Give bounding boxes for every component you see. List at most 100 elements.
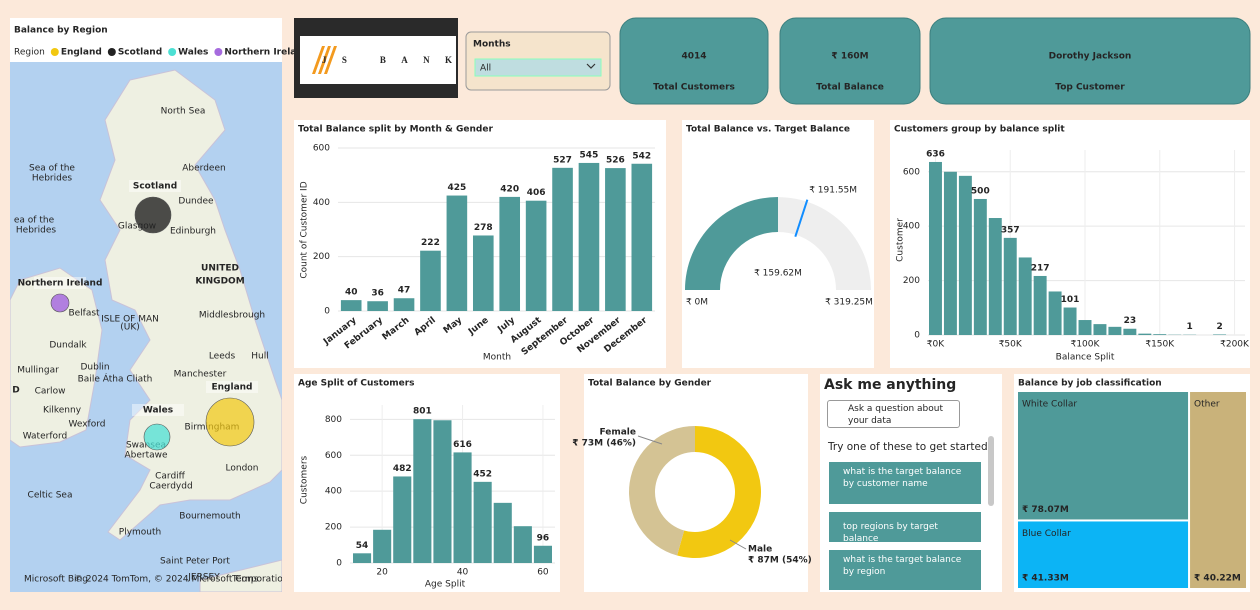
slicer-dropdown[interactable] xyxy=(474,58,602,77)
bar xyxy=(493,502,512,563)
x-tick-label: ₹100K xyxy=(1071,340,1101,350)
map-label: Middlesbrough xyxy=(199,311,265,321)
bar xyxy=(533,545,552,563)
donut-category: Male xyxy=(748,545,772,555)
map-label: ea of the xyxy=(14,216,55,226)
map-label: Swansea xyxy=(126,441,166,451)
qa-suggestion[interactable]: top regions by target balance xyxy=(829,512,981,544)
data-label: 357 xyxy=(1001,225,1020,235)
region-bubble xyxy=(205,397,255,447)
map-label: Plymouth xyxy=(119,528,161,538)
bar xyxy=(1153,334,1167,335)
bar xyxy=(373,529,392,563)
qa-suggestion[interactable]: what is the target balance by region xyxy=(829,550,981,590)
y-tick-label: 600 xyxy=(903,167,920,177)
data-label: 801 xyxy=(413,407,432,417)
qa-scrollbar xyxy=(988,436,994,506)
logo-stripe xyxy=(318,46,331,74)
bar xyxy=(605,168,626,311)
y-tick-label: 200 xyxy=(325,523,342,533)
x-tick-label: ₹50K xyxy=(999,340,1023,350)
y-axis-label: Count of Customer ID xyxy=(300,181,310,278)
bar xyxy=(499,196,521,311)
region-label-bg xyxy=(34,277,86,289)
legend-dot xyxy=(107,48,116,56)
bar xyxy=(1078,320,1092,335)
panel-title: Customers group by balance split xyxy=(894,125,1065,135)
map-label: Hebrides xyxy=(32,174,72,184)
bar xyxy=(552,167,573,311)
logo-stripe xyxy=(324,46,337,74)
qa-suggestion[interactable]: what is the target balance by customer n… xyxy=(829,462,981,504)
map-label: Cardiff xyxy=(155,472,186,482)
data-label: 425 xyxy=(447,183,466,193)
donut-slice xyxy=(677,426,761,558)
data-label: 47 xyxy=(398,286,411,296)
slicer-chevron xyxy=(586,63,596,69)
map-label: Edinburgh xyxy=(170,227,216,237)
card-label: Total Balance xyxy=(816,83,884,93)
legend-dot xyxy=(168,48,177,56)
card xyxy=(929,17,1251,105)
card-value: Dorothy Jackson xyxy=(1049,52,1132,62)
qa-prompt: Try one of these to get started xyxy=(828,441,988,453)
treemap-value: ₹ 78.07M xyxy=(1022,505,1069,515)
bar xyxy=(1063,307,1077,335)
donut-value-label: ₹ 87M (54%) xyxy=(748,556,812,566)
gauge-target xyxy=(794,199,809,238)
panel-title: Balance by job classification xyxy=(1018,379,1162,389)
x-tick-label: ₹0K xyxy=(927,340,945,350)
card-label: Total Customers xyxy=(653,83,735,93)
x-axis-label: Month xyxy=(483,353,511,363)
bar xyxy=(988,218,1002,335)
map-label: Aberdeen xyxy=(182,164,225,174)
bar xyxy=(1048,291,1062,335)
region-label: England xyxy=(211,383,252,393)
bar xyxy=(1123,328,1137,335)
y-tick-label: 400 xyxy=(313,198,330,208)
region-label: Wales xyxy=(143,406,173,416)
bar xyxy=(1033,275,1047,335)
card-value: ₹ 160M xyxy=(831,52,868,62)
map-label: Abertawe xyxy=(124,451,168,461)
data-label: 527 xyxy=(553,155,572,165)
qa-input[interactable]: Ask a question about your data xyxy=(827,400,960,428)
panel-title: Balance by Region xyxy=(14,26,108,36)
x-axis-label: Balance Split xyxy=(1056,353,1115,363)
map-label: D xyxy=(12,386,19,396)
treemap-label: Other xyxy=(1194,400,1220,410)
y-tick-label: 600 xyxy=(325,451,342,461)
gauge-value-label: ₹ 159.62M xyxy=(754,269,802,279)
x-tick-label: ₹150K xyxy=(1145,340,1175,350)
y-tick-label: 0 xyxy=(914,331,920,341)
data-label: 542 xyxy=(632,151,651,161)
bar xyxy=(472,235,494,311)
qa-panel: Ask me anything Ask a question about you… xyxy=(820,374,1002,592)
bar xyxy=(393,476,412,563)
donut-slice xyxy=(629,426,695,556)
data-label: 482 xyxy=(393,464,412,474)
map-label: Dundalk xyxy=(49,341,87,351)
region-label-bg xyxy=(132,404,184,416)
data-label: 420 xyxy=(500,184,519,194)
y-tick-label: 400 xyxy=(325,487,342,497)
region-bubble xyxy=(134,196,172,234)
leader-line xyxy=(729,539,747,550)
panel-title: Total Balance by Gender xyxy=(588,379,712,389)
slicer-value: All xyxy=(480,64,491,74)
legend-label: England xyxy=(61,48,102,58)
leader-line xyxy=(637,435,663,445)
bar xyxy=(1018,257,1032,335)
map-attribution: Microsoft Bing xyxy=(24,575,88,585)
y-tick-label: 400 xyxy=(903,222,920,232)
y-tick-label: 600 xyxy=(313,144,330,154)
map-label: Saint Peter Port xyxy=(160,557,230,567)
card-value: 4014 xyxy=(681,52,706,62)
map-label: Leeds xyxy=(209,352,236,362)
data-label: 452 xyxy=(473,469,492,479)
bar xyxy=(413,419,432,563)
x-tick-label: ₹200K xyxy=(1220,340,1250,350)
treemap-tile xyxy=(1018,392,1189,520)
bar xyxy=(513,526,532,563)
